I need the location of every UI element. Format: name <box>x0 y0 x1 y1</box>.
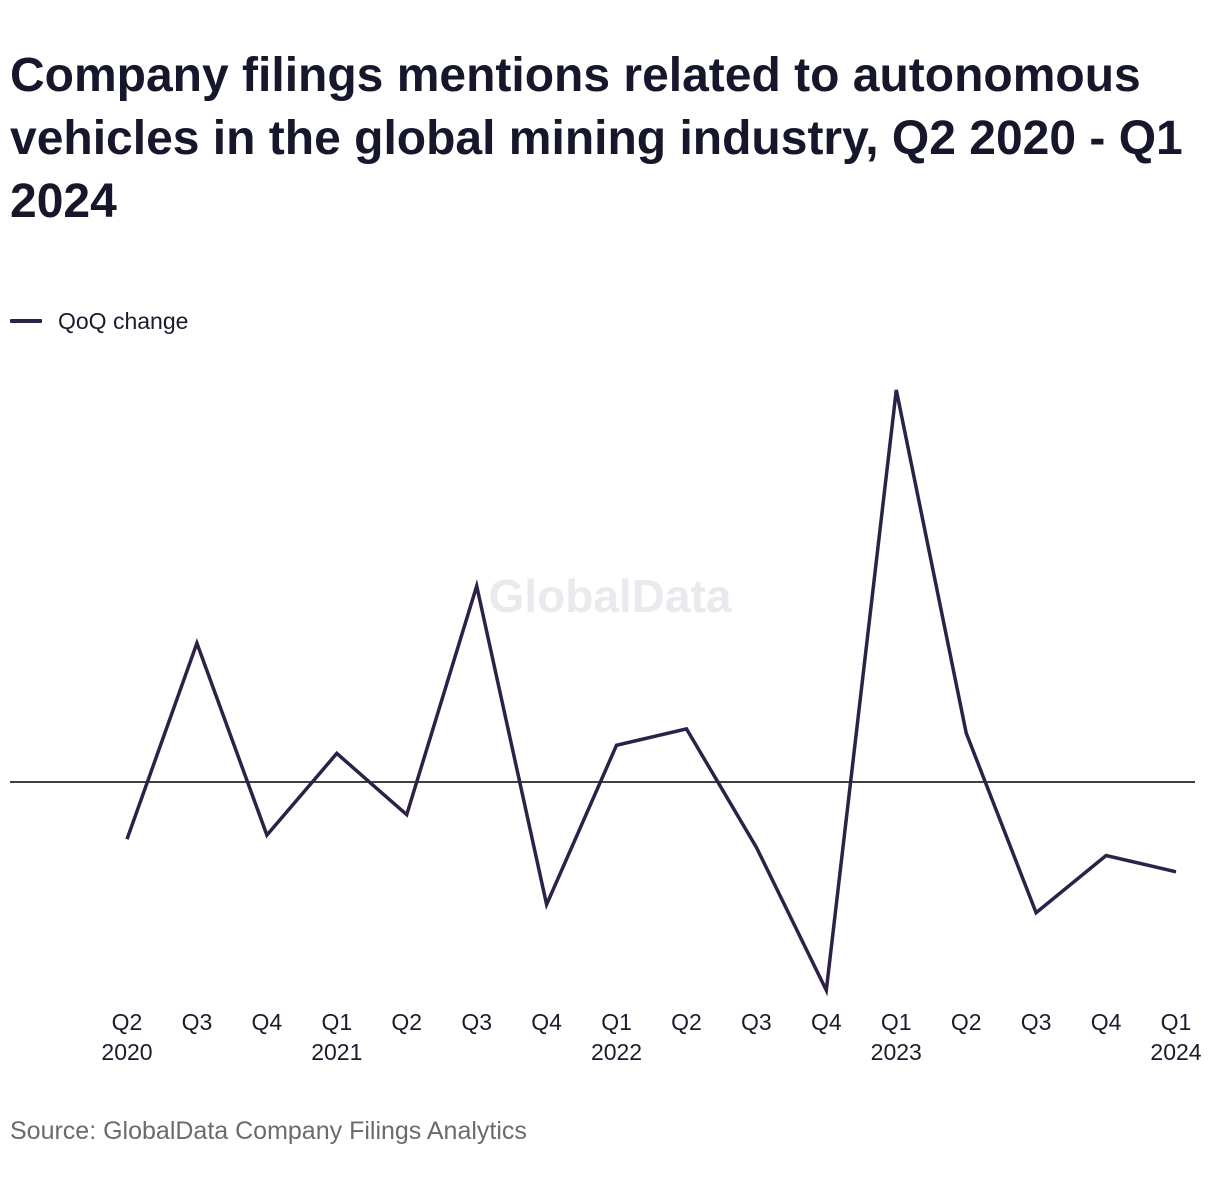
x-tick-label: Q1 <box>881 1009 912 1035</box>
x-tick-year-label: 2024 <box>1150 1039 1201 1065</box>
chart-title: Company filings mentions related to auto… <box>10 49 1183 228</box>
data-point[interactable] <box>401 809 413 821</box>
x-tick-year-label: 2021 <box>311 1039 362 1065</box>
x-tick-label: Q3 <box>182 1009 213 1035</box>
data-point[interactable] <box>611 739 623 751</box>
series-line <box>125 389 1177 997</box>
data-point[interactable] <box>121 833 133 845</box>
data-point[interactable] <box>680 723 692 735</box>
data-point[interactable] <box>1030 907 1042 919</box>
data-point[interactable] <box>261 829 273 841</box>
x-tick-label: Q3 <box>1021 1009 1052 1035</box>
data-point[interactable] <box>960 727 972 739</box>
legend: QoQ change <box>10 306 188 336</box>
x-tick-label: Q4 <box>811 1009 842 1035</box>
x-tick-label: Q2 <box>112 1009 143 1035</box>
x-tick-label: Q4 <box>252 1009 283 1035</box>
watermark: GlobalData <box>489 570 732 622</box>
data-point[interactable] <box>191 637 203 649</box>
source-note: Source: GlobalData Company Filings Analy… <box>10 1117 527 1145</box>
x-tick-label: Q3 <box>741 1009 772 1035</box>
data-point[interactable] <box>1100 850 1112 862</box>
data-point[interactable] <box>1170 866 1182 878</box>
x-tick-label: Q1 <box>321 1009 352 1035</box>
data-point[interactable] <box>541 899 553 911</box>
line-chart: GlobalData Q2 2020 Q3 Q4 Q1 2021 Q2 Q3 Q4 Q1 2022 Q… <box>10 384 1202 1065</box>
x-tick-label: Q3 <box>461 1009 492 1035</box>
x-tick-label: Q1 <box>601 1009 632 1035</box>
x-tick-label: Q4 <box>1091 1009 1122 1035</box>
legend-label: QoQ change <box>58 307 189 334</box>
legend-swatch <box>10 319 42 323</box>
x-tick-year-label: 2023 <box>871 1039 922 1065</box>
data-point[interactable] <box>471 580 483 592</box>
x-tick-year-label: 2022 <box>591 1039 642 1065</box>
x-tick-label: Q1 <box>1161 1009 1192 1035</box>
x-tick-label: Q2 <box>951 1009 982 1035</box>
data-point[interactable] <box>820 984 832 996</box>
x-tick-label: Q2 <box>671 1009 702 1035</box>
x-tick-label: Q4 <box>531 1009 562 1035</box>
x-tick-year-label: 2020 <box>101 1039 152 1065</box>
data-point[interactable] <box>890 384 902 396</box>
data-point[interactable] <box>750 841 762 853</box>
data-point[interactable] <box>331 747 343 759</box>
x-tick-label: Q2 <box>391 1009 422 1035</box>
